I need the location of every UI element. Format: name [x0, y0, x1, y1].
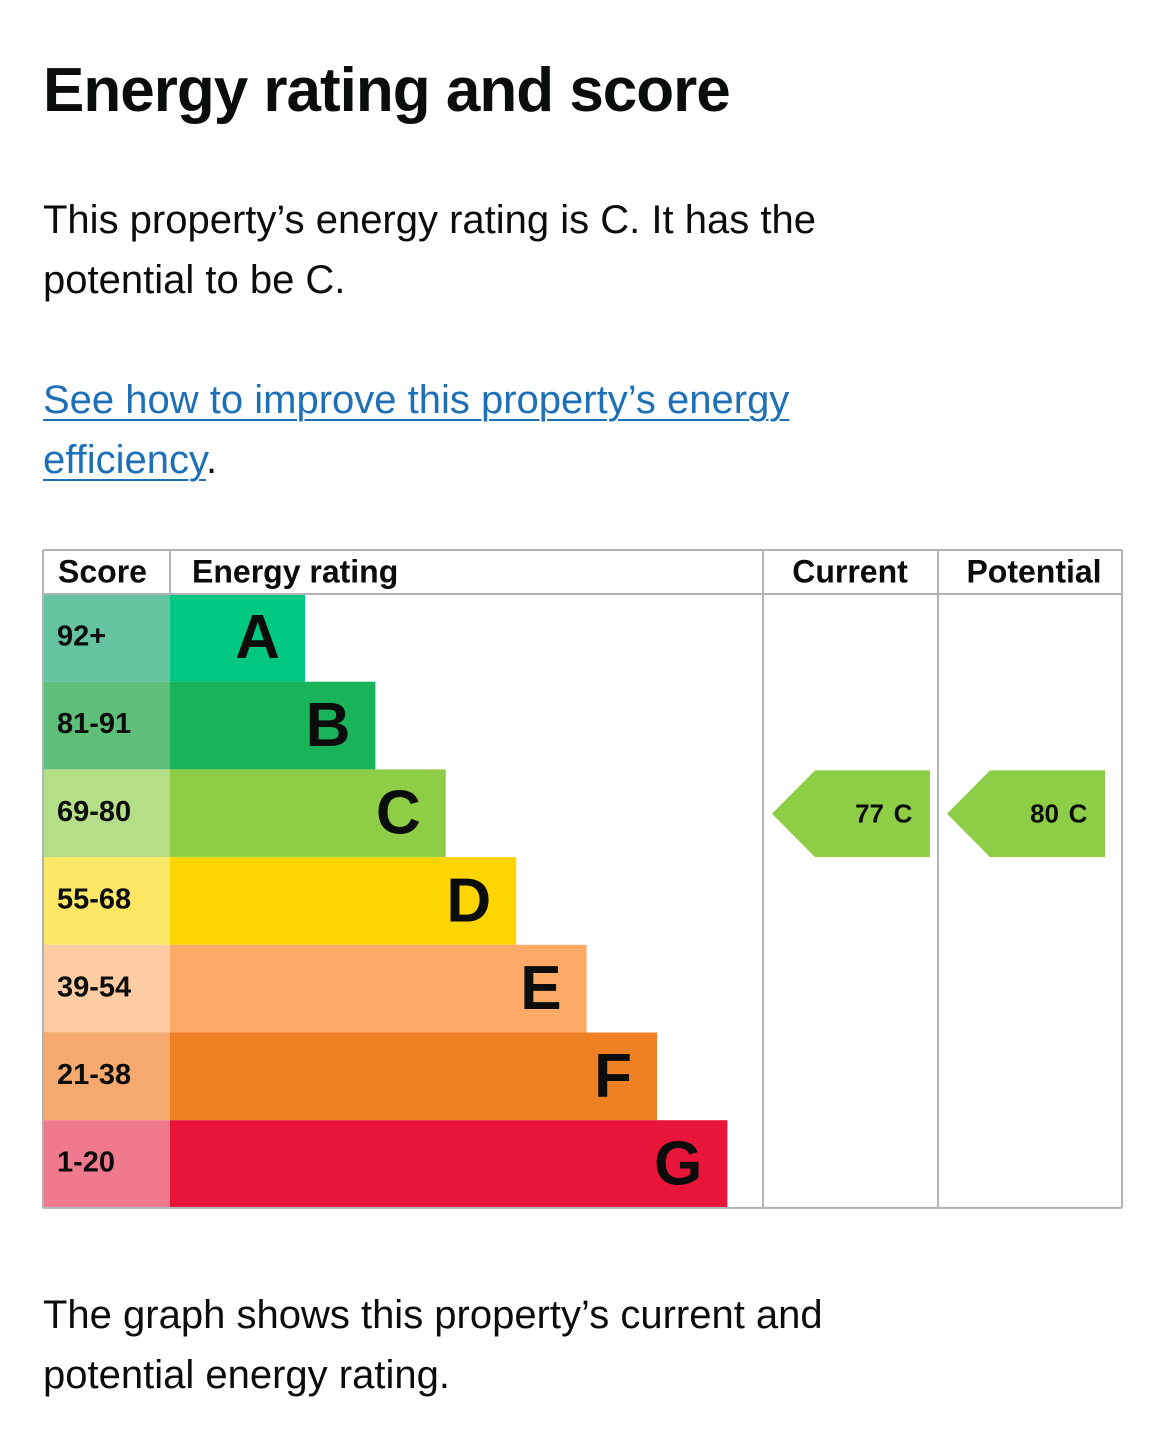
score-range: 55-68: [57, 884, 131, 916]
score-range: 39-54: [57, 971, 131, 1003]
score-range: 92+: [57, 621, 106, 653]
score-cell: [43, 769, 170, 858]
score-cell: [43, 1032, 170, 1121]
score-cell: [43, 944, 170, 1033]
rating-bar: [170, 594, 305, 682]
current-band: C: [894, 799, 913, 829]
score-range: 21-38: [57, 1059, 131, 1091]
rating-bar: [170, 769, 446, 858]
rating-letter: C: [376, 779, 421, 848]
column-header: Score: [58, 553, 147, 589]
current-score: 77: [855, 799, 884, 829]
improve-link[interactable]: See how to improve this property’s energ…: [43, 378, 790, 482]
score-range: 81-91: [57, 708, 131, 740]
current-marker: [772, 770, 930, 858]
rating-bar: [170, 857, 517, 945]
rating-letter: B: [306, 691, 351, 760]
rating-bar: [170, 944, 587, 1033]
potential-band: C: [1069, 799, 1088, 829]
score-range: 1-20: [57, 1147, 115, 1179]
rating-letter: G: [654, 1129, 702, 1198]
score-cell: [43, 681, 170, 770]
column-header: Potential: [966, 553, 1101, 589]
rating-letter: A: [235, 603, 280, 672]
potential-marker: [947, 770, 1105, 858]
potential-score: 80: [1030, 799, 1059, 829]
link-paragraph: See how to improve this property’s energ…: [43, 370, 963, 490]
column-header: Current: [792, 553, 908, 589]
rating-letter: E: [520, 954, 561, 1023]
link-suffix: .: [206, 438, 218, 482]
rating-letter: F: [594, 1042, 632, 1111]
score-cell: [43, 594, 170, 682]
rating-bar: [170, 1120, 728, 1208]
caption: The graph shows this property’s current …: [43, 1293, 823, 1397]
rating-bar: [170, 1032, 657, 1121]
score-cell: [43, 1120, 170, 1208]
rating-bar: [170, 681, 376, 770]
rating-chart: Score Energy rating Current Potential 92+ A 81…: [42, 549, 1123, 1209]
score-cell: [43, 857, 170, 945]
rating-letter: D: [446, 866, 491, 935]
score-range: 69-80: [57, 796, 131, 828]
column-header: Energy rating: [192, 553, 398, 589]
heading: Energy rating and score: [43, 56, 731, 125]
summary: This property’s energy rating is C. It h…: [43, 198, 816, 302]
